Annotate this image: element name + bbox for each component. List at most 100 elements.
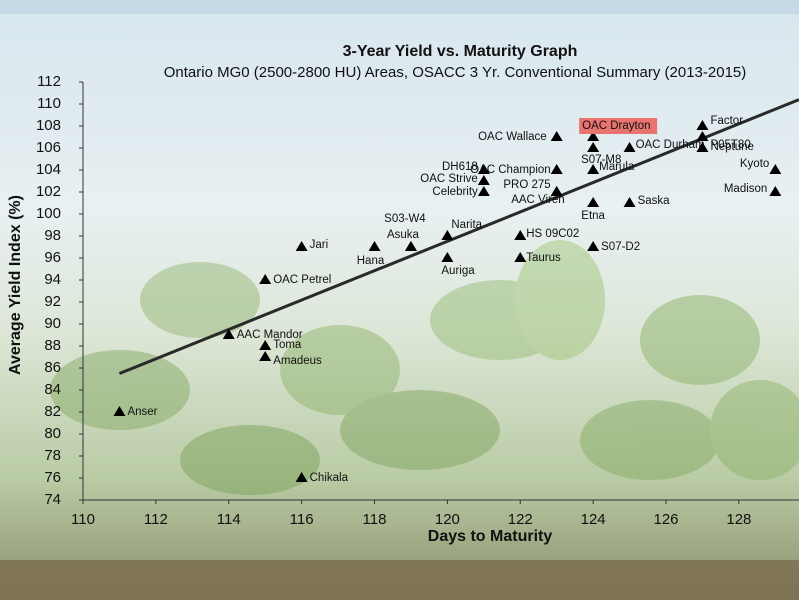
x-tick-label: 114	[217, 511, 241, 528]
point-label: HS 09C02	[526, 228, 579, 240]
point-label: OAC Wallace	[478, 131, 547, 143]
x-tick-label: 120	[435, 511, 460, 528]
data-point	[696, 120, 709, 130]
x-tick-label: 122	[508, 511, 533, 528]
data-point	[295, 241, 308, 251]
data-point	[441, 252, 454, 262]
data-point	[769, 164, 782, 174]
trend-line	[118, 98, 799, 375]
y-tick-label: 76	[44, 469, 61, 486]
y-tick-label: 96	[44, 249, 61, 266]
data-point	[477, 175, 490, 185]
x-tick-label: 110	[71, 511, 95, 528]
x-tick-label: 126	[653, 511, 678, 528]
data-point	[259, 340, 272, 350]
y-tick-label: 100	[36, 205, 61, 222]
point-label: Narita	[451, 219, 482, 231]
data-point	[404, 241, 417, 251]
y-tick-label: 98	[44, 227, 61, 244]
chart-subtitle: Ontario MG0 (2500-2800 HU) Areas, OSACC …	[164, 64, 747, 81]
point-label: Neptune	[710, 141, 753, 153]
point-label: Anser	[127, 406, 157, 418]
point-label: Etna	[581, 210, 605, 222]
point-label: PRO 275	[503, 179, 550, 191]
data-point	[623, 197, 636, 207]
y-tick-label: 86	[44, 359, 61, 376]
y-tick-label: 106	[36, 139, 61, 156]
x-axis-label: Days to Maturity	[428, 528, 553, 545]
y-tick-label: 78	[44, 447, 61, 464]
data-point	[696, 131, 709, 141]
chart-title: 3-Year Yield vs. Maturity Graph	[343, 43, 578, 60]
soil	[0, 560, 799, 600]
data-point	[222, 329, 235, 339]
plant-decoration	[50, 240, 799, 495]
point-label: Jari	[310, 239, 329, 251]
point-label: Chikala	[310, 472, 349, 484]
data-point	[550, 164, 563, 174]
point-label: S07-D2	[601, 241, 640, 253]
data-point	[477, 186, 490, 196]
point-label: Kyoto	[740, 158, 769, 170]
x-tick-label: 128	[726, 511, 751, 528]
data-point	[441, 230, 454, 240]
data-point	[259, 274, 272, 284]
data-point	[514, 252, 527, 262]
point-label: Celebrity	[432, 186, 478, 198]
y-tick-label: 80	[44, 425, 61, 442]
y-tick-label: 90	[44, 315, 61, 332]
point-label: Madison	[724, 183, 767, 195]
y-tick-label: 112	[37, 73, 61, 90]
y-tick-label: 102	[36, 183, 61, 200]
point-label: P05T80	[710, 139, 750, 151]
data-point	[623, 142, 636, 152]
point-label: DH618	[442, 161, 478, 173]
y-tick-label: 82	[44, 403, 61, 420]
x-tick-label: 118	[363, 511, 387, 528]
y-tick-label: 104	[36, 161, 61, 178]
data-point	[550, 131, 563, 141]
y-tick-label: 84	[44, 381, 61, 398]
data-point	[368, 241, 381, 251]
y-tick-label: 94	[44, 271, 61, 288]
data-point	[295, 472, 308, 482]
point-label: Saska	[638, 195, 671, 207]
x-tick-label: 116	[290, 511, 314, 528]
x-tick-label: 124	[581, 511, 606, 528]
point-label: Factor	[710, 115, 743, 127]
y-tick-label: 108	[36, 117, 61, 134]
point-label: Toma	[273, 339, 302, 351]
point-label: OAC Petrel	[273, 274, 331, 286]
point-label: AAC Mandor	[237, 329, 303, 341]
y-tick-label: 88	[44, 337, 61, 354]
point-label: OAC Champion	[470, 164, 551, 176]
data-point	[587, 197, 600, 207]
data-point	[587, 164, 600, 174]
point-label: OAC Durham	[636, 139, 705, 151]
data-point	[696, 142, 709, 152]
point-label: AAC Viren	[511, 194, 564, 206]
point-label: S07-M8	[581, 154, 621, 166]
point-label: Taurus	[526, 252, 561, 264]
data-point	[587, 241, 600, 251]
y-tick-label: 74	[44, 491, 61, 508]
point-label: Asuka	[387, 229, 420, 241]
point-label: Hana	[357, 255, 385, 267]
data-point	[587, 131, 600, 141]
x-tick-label: 112	[144, 511, 168, 528]
y-tick-label: 92	[44, 293, 61, 310]
top-band	[0, 0, 799, 14]
point-label: Auriga	[441, 265, 475, 277]
point-label: Amadeus	[273, 355, 322, 367]
y-tick-label: 110	[37, 95, 61, 112]
data-point	[514, 230, 527, 240]
point-label: S03-W4	[384, 213, 426, 225]
y-axis-label: Average Yield Index (%)	[7, 195, 24, 375]
data-point	[477, 164, 490, 174]
data-point	[769, 186, 782, 196]
data-point	[550, 186, 563, 196]
data-point	[113, 406, 126, 416]
point-label: OAC Strive	[420, 173, 478, 185]
point-label: OAC Drayton	[582, 120, 650, 132]
